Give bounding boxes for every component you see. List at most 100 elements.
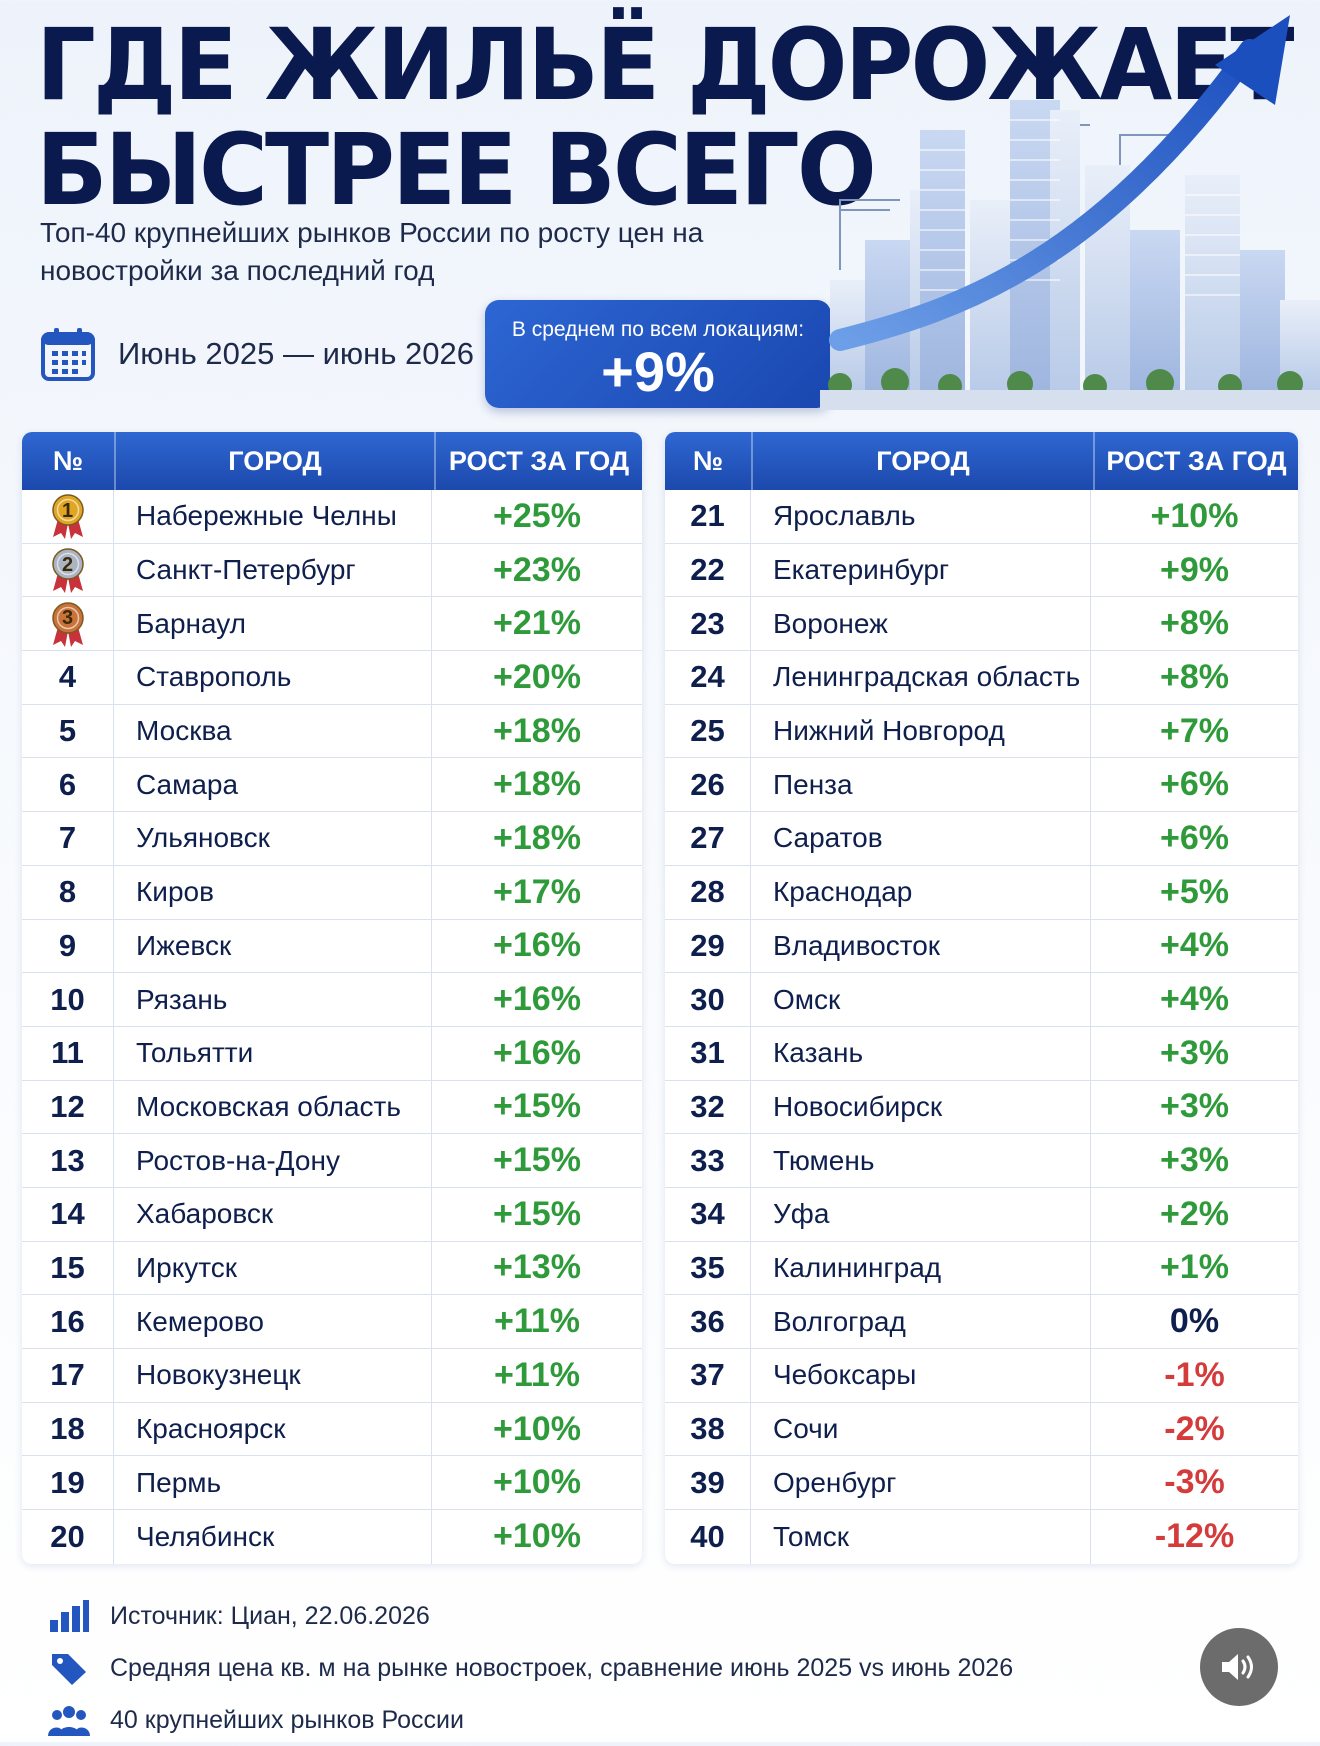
city-name: Ставрополь [114,651,432,704]
rank-cell: 20 [22,1510,114,1564]
rank-cell: 8 [22,865,114,919]
growth-value: +8% [1160,604,1229,643]
city-name: Ярославль [751,490,1091,543]
table-row: 12 Московская область +15% [22,1080,642,1135]
gold-medal-icon [51,494,84,540]
table-row: 21 Ярославль +10% [665,490,1298,544]
table-row: 26 Пенза +6% [665,758,1298,813]
silver-medal-icon [51,548,84,594]
rank-cell: 23 [665,597,751,651]
rank-cell: 22 [665,543,751,597]
rank-number: 21 [690,498,725,534]
city-name: Воронеж [751,597,1091,651]
city-name: Хабаровск [114,1187,432,1241]
table-row: 24 Ленинградская область +8% [665,651,1298,705]
city-name: Калининград [751,1241,1091,1295]
footer-method-text: Средняя цена кв. м на рынке новостроек, … [110,1653,1014,1682]
city-name: Кемерово [114,1295,432,1348]
table-row: 11 Тольятти +16% [22,1026,642,1081]
subtitle: Топ-40 крупнейших рынков России по росту… [40,217,704,286]
rank-number: 33 [690,1142,725,1178]
table-row: 1 Набережные Челны +25% [22,490,642,544]
city-name: Санкт-Петербург [114,543,432,597]
growth-value: +18% [493,765,581,804]
city-name: Казань [751,1026,1091,1080]
header-growth: РОСТ ЗА ГОД [1106,445,1287,476]
rank-cell: 38 [665,1402,751,1456]
city-name: Уфа [751,1187,1091,1241]
city-name: Томск [751,1510,1091,1564]
people-icon [48,1706,90,1736]
rank-number: 39 [690,1464,725,1500]
growth-value: +6% [1160,765,1229,804]
rank-cell: 27 [665,812,751,865]
city-name: Новокузнецк [114,1349,432,1402]
sound-toggle-button[interactable] [1200,1628,1278,1706]
rank-cell: 19 [22,1456,114,1510]
growth-value: +17% [493,872,581,911]
city-name: Саратов [751,812,1091,865]
city-name: Омск [751,973,1091,1026]
rank-number: 23 [690,605,725,641]
rank-number: 16 [50,1303,85,1339]
rank-number: 36 [690,1303,725,1339]
rank-number: 34 [690,1196,725,1232]
page-title: ГДЕ ЖИЛЬЁ ДОРОЖАЕТ БЫСТРЕЕ ВСЕГО [36,13,1295,229]
rank-number: 3 [61,607,74,630]
growth-value: +15% [493,1141,581,1180]
rank-number: 30 [690,981,725,1017]
rank-cell: 26 [665,758,751,812]
rank-number: 29 [690,927,725,963]
growth-value: +11% [493,1355,581,1394]
growth-value: +13% [493,1248,581,1287]
rank-number: 19 [50,1464,85,1500]
rank-cell: 1 [22,490,114,543]
city-name: Барнаул [114,597,432,651]
growth-value: +16% [493,926,581,965]
period-text: Июнь 2025 — июнь 2026 [118,336,475,371]
growth-value: +8% [1160,657,1229,696]
city-name: Рязань [114,973,432,1026]
city-name: Краснодар [751,865,1091,919]
rank-number: 17 [50,1357,85,1393]
table-row: 8 Киров +17% [22,865,642,920]
table-row: 27 Саратов +6% [665,812,1298,866]
rank-cell: 31 [665,1026,751,1080]
rank-cell: 36 [665,1295,751,1348]
growth-value: +20% [493,657,581,696]
rank-number: 13 [50,1142,85,1178]
growth-value: -3% [1164,1463,1225,1502]
city-name: Ульяновск [114,812,432,865]
growth-value: +4% [1160,926,1229,965]
growth-value: +7% [1160,711,1229,750]
bronze-medal-icon [51,601,84,647]
header-growth: РОСТ ЗА ГОД [448,445,630,476]
growth-value: +3% [1160,1033,1229,1072]
table-row: 14 Хабаровск +15% [22,1187,642,1242]
rank-cell: 7 [22,812,114,865]
growth-value: +9% [1160,550,1229,589]
city-name: Волгоград [751,1295,1091,1348]
city-name: Чебоксары [751,1349,1091,1402]
rank-number: 15 [50,1249,85,1285]
rank-number: 37 [690,1357,725,1393]
growth-value: +11% [493,1302,581,1341]
table-row: 10 Рязань +16% [22,973,642,1027]
bar-chart-icon [50,1600,89,1632]
rank-cell: 37 [665,1349,751,1402]
table-row: 23 Воронеж +8% [665,597,1298,652]
growth-value: +15% [493,1194,581,1233]
table-row: 22 Екатеринбург +9% [665,543,1298,598]
table-row: 18 Красноярск +10% [22,1402,642,1457]
rank-number: 8 [58,874,77,910]
rank-cell: 24 [665,651,751,704]
city-name: Ленинградская область [751,651,1091,704]
growth-value: +16% [493,1033,581,1072]
title-line-2: БЫСТРЕЕ ВСЕГО [36,113,877,229]
city-name: Иркутск [114,1241,432,1295]
table-row: 19 Пермь +10% [22,1456,642,1511]
rank-cell: 32 [665,1080,751,1134]
rank-number: 4 [58,659,77,695]
city-name: Ростов-на-Дону [114,1134,432,1187]
rank-cell: 10 [22,973,114,1026]
